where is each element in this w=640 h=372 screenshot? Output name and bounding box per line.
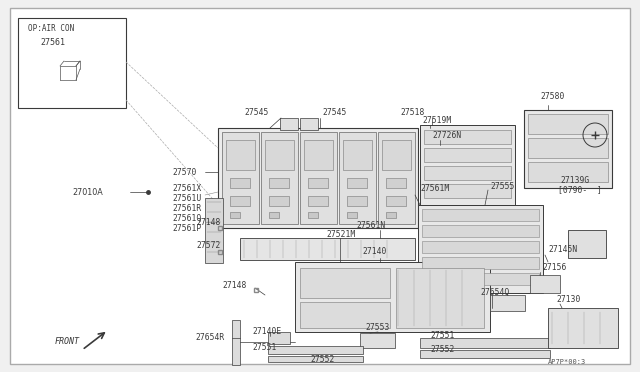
Text: 27010A: 27010A xyxy=(72,187,103,196)
Bar xyxy=(528,114,608,134)
Text: 27140: 27140 xyxy=(362,247,387,257)
Text: OP:AIR CON: OP:AIR CON xyxy=(28,23,74,32)
Text: 27561Q: 27561Q xyxy=(172,214,201,222)
Bar xyxy=(240,238,415,260)
Bar xyxy=(269,196,289,206)
Bar xyxy=(308,196,328,206)
Bar xyxy=(420,338,550,348)
Bar xyxy=(308,178,328,188)
Bar xyxy=(261,132,298,224)
Text: 27519M: 27519M xyxy=(422,115,451,125)
Bar xyxy=(230,196,250,206)
Bar xyxy=(378,132,415,224)
Bar xyxy=(205,198,223,263)
Text: 27156: 27156 xyxy=(542,263,566,273)
Bar xyxy=(300,118,318,130)
Bar xyxy=(268,346,363,354)
Text: 27553: 27553 xyxy=(365,324,389,333)
Bar xyxy=(424,130,511,144)
Text: AP7P*00:3: AP7P*00:3 xyxy=(548,359,586,365)
Text: FRONT: FRONT xyxy=(55,337,80,346)
Bar xyxy=(218,128,418,228)
Text: 27545: 27545 xyxy=(322,108,346,116)
Text: [0790-  ]: [0790- ] xyxy=(558,186,602,195)
Bar xyxy=(424,148,511,162)
Text: 27654R: 27654R xyxy=(195,334,224,343)
Bar xyxy=(347,212,357,218)
Bar xyxy=(420,125,515,205)
Bar xyxy=(422,241,539,253)
Text: 27561R: 27561R xyxy=(172,203,201,212)
Bar xyxy=(548,308,618,348)
Bar xyxy=(568,230,606,258)
Text: 27561: 27561 xyxy=(40,38,65,46)
Bar xyxy=(422,225,539,237)
Bar xyxy=(269,212,279,218)
Bar xyxy=(230,178,250,188)
Bar xyxy=(226,140,255,170)
Bar xyxy=(422,209,539,221)
Text: 27148: 27148 xyxy=(222,280,246,289)
Bar xyxy=(343,140,372,170)
Text: 27518: 27518 xyxy=(400,108,424,116)
Bar xyxy=(528,162,608,182)
Bar xyxy=(530,275,560,293)
Bar xyxy=(347,178,367,188)
Bar xyxy=(382,140,411,170)
Bar xyxy=(300,302,390,328)
Bar xyxy=(422,273,539,285)
Text: 27521M: 27521M xyxy=(326,230,355,238)
Bar xyxy=(386,212,396,218)
Text: 27654Q: 27654Q xyxy=(480,288,509,296)
Bar xyxy=(524,110,612,188)
Bar xyxy=(18,18,126,108)
Bar xyxy=(528,138,608,158)
Bar xyxy=(280,118,298,130)
Text: 27561U: 27561U xyxy=(172,193,201,202)
Text: 27140E: 27140E xyxy=(252,327,281,337)
Text: 27561N: 27561N xyxy=(356,221,385,230)
Text: 27561X: 27561X xyxy=(172,183,201,192)
Bar xyxy=(386,178,406,188)
Bar xyxy=(360,333,395,348)
Text: 27561P: 27561P xyxy=(172,224,201,232)
Bar xyxy=(265,140,294,170)
Text: 27572: 27572 xyxy=(196,241,220,250)
Text: 27561M: 27561M xyxy=(420,183,449,192)
Bar xyxy=(418,205,543,293)
Text: 27555: 27555 xyxy=(490,182,515,190)
Bar xyxy=(339,132,376,224)
Bar xyxy=(422,257,539,269)
Text: 27551: 27551 xyxy=(430,331,454,340)
Bar xyxy=(420,350,550,358)
Bar xyxy=(268,332,290,344)
Text: 27551: 27551 xyxy=(252,343,276,353)
Bar xyxy=(424,184,511,198)
Bar xyxy=(304,140,333,170)
Text: 27552: 27552 xyxy=(310,356,334,365)
Bar xyxy=(222,132,259,224)
Bar xyxy=(347,196,367,206)
Bar xyxy=(490,295,525,311)
Text: 27130: 27130 xyxy=(556,295,580,305)
Text: 27545: 27545 xyxy=(244,108,268,116)
Bar xyxy=(300,268,390,298)
Text: 27570: 27570 xyxy=(172,167,196,176)
Text: 27145N: 27145N xyxy=(548,246,577,254)
Bar xyxy=(232,320,240,365)
Text: 27148: 27148 xyxy=(196,218,220,227)
Text: 27726N: 27726N xyxy=(432,131,461,140)
Bar xyxy=(424,166,511,180)
Text: 27552: 27552 xyxy=(430,346,454,355)
Bar xyxy=(295,262,490,332)
Bar xyxy=(230,212,240,218)
Bar xyxy=(300,132,337,224)
Text: 27139G: 27139G xyxy=(560,176,589,185)
Bar xyxy=(386,196,406,206)
Bar xyxy=(269,178,289,188)
Text: 27580: 27580 xyxy=(540,92,564,100)
Bar xyxy=(268,356,363,362)
Bar xyxy=(308,212,318,218)
Bar xyxy=(396,268,484,328)
